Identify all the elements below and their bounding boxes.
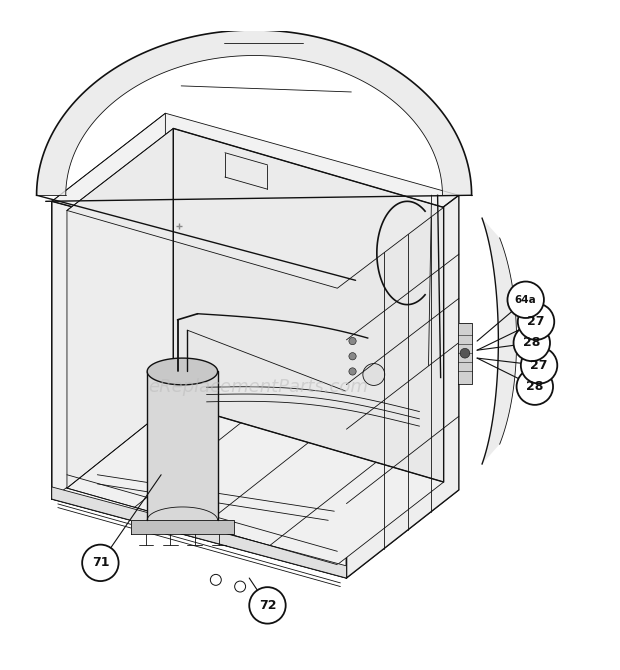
Polygon shape [51,411,459,578]
Polygon shape [147,358,218,385]
Polygon shape [147,371,218,521]
Circle shape [82,545,118,581]
Polygon shape [37,30,472,195]
Text: 28: 28 [526,380,544,393]
Circle shape [349,352,356,360]
Circle shape [249,587,286,624]
Polygon shape [347,195,459,578]
Circle shape [460,348,470,358]
Circle shape [516,369,553,405]
Circle shape [513,325,550,361]
Circle shape [349,368,356,375]
Text: 71: 71 [92,556,109,570]
Polygon shape [131,521,234,534]
Polygon shape [67,403,444,565]
Polygon shape [51,487,347,578]
Circle shape [363,364,385,385]
Text: 28: 28 [523,336,541,349]
Polygon shape [51,201,347,578]
Polygon shape [51,113,166,499]
Text: eReplacementParts.com: eReplacementParts.com [148,378,368,396]
Circle shape [210,574,221,586]
Text: 64a: 64a [515,295,536,305]
Circle shape [234,581,246,592]
Polygon shape [482,218,516,464]
Polygon shape [51,113,459,280]
Circle shape [518,304,554,340]
Polygon shape [458,323,472,384]
Circle shape [349,338,356,345]
Text: 27: 27 [527,315,545,328]
Polygon shape [173,129,444,482]
Polygon shape [67,129,444,288]
Circle shape [521,347,557,384]
Polygon shape [67,129,173,488]
Text: 72: 72 [259,599,277,612]
Text: 27: 27 [530,359,548,372]
Circle shape [507,281,544,318]
